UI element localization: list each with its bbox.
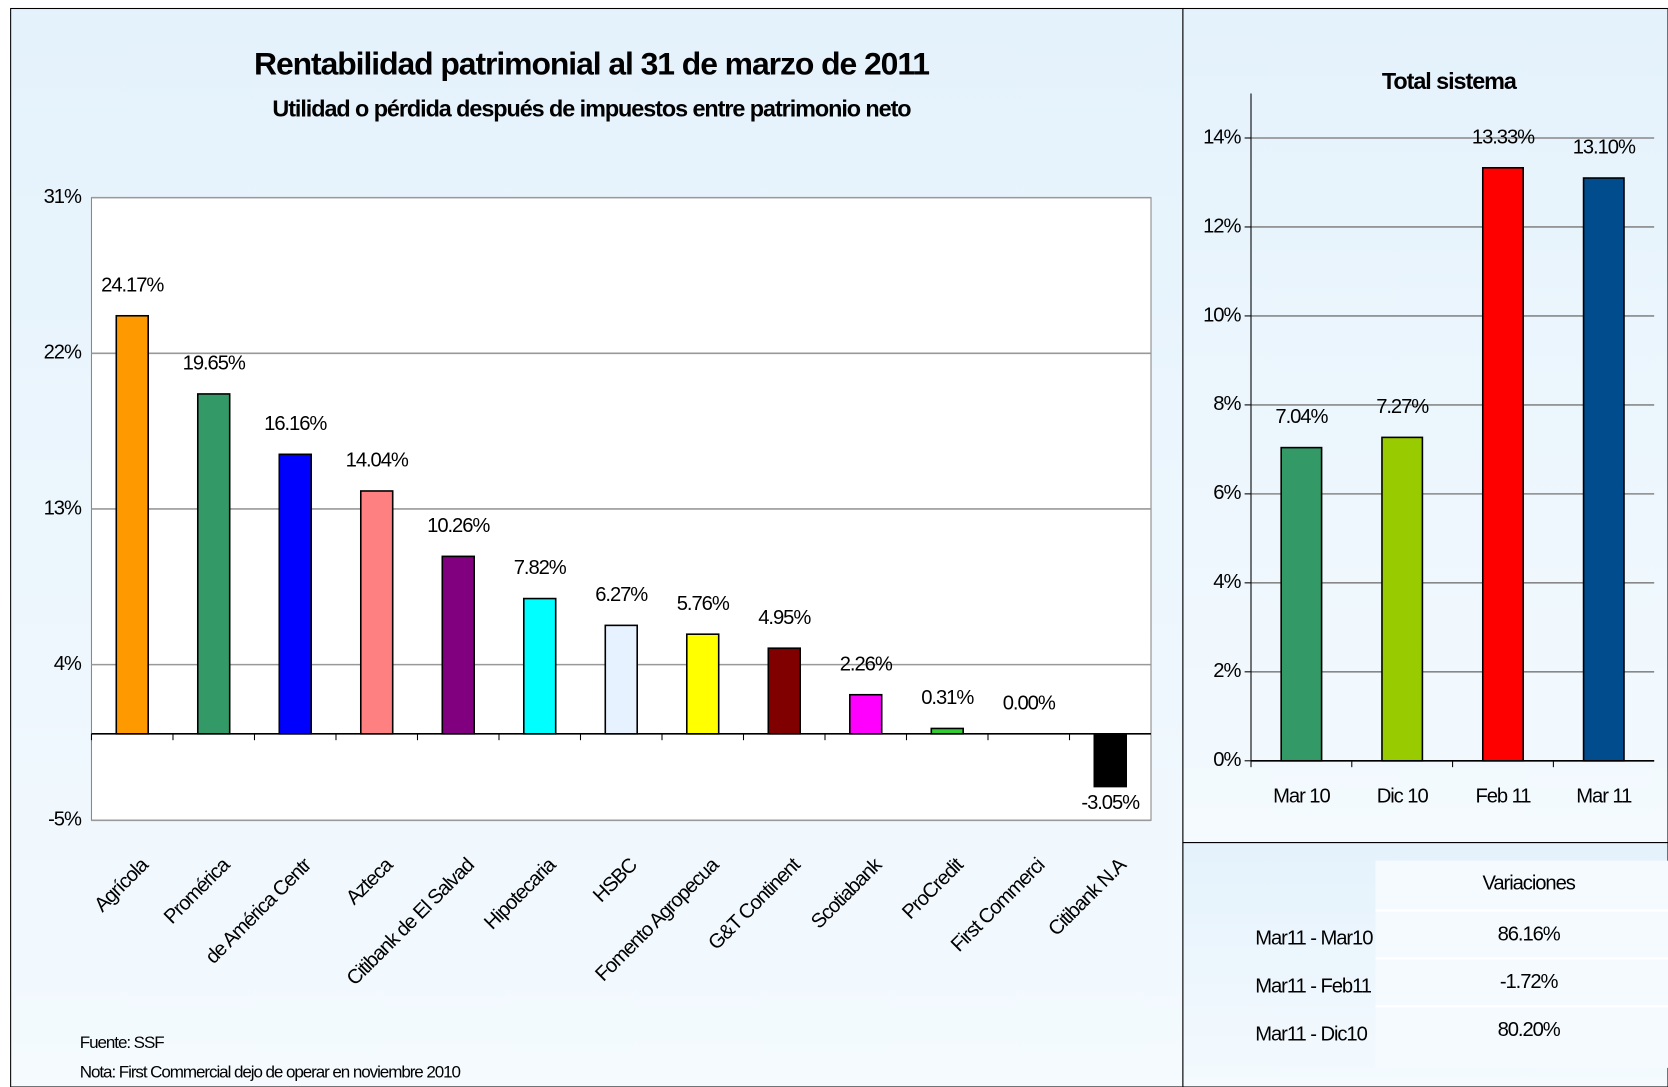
- bar: [278, 453, 312, 735]
- row-value: -1.72%: [1500, 971, 1559, 993]
- note: Nota: First Commercial dejo de operar en…: [80, 1063, 461, 1082]
- bar: [1381, 436, 1424, 762]
- value-label: 0.00%: [1003, 692, 1056, 714]
- note: Fuente: SSF: [80, 1033, 164, 1052]
- y-tick-label: 10%: [1203, 304, 1241, 326]
- y-tick-label: 8%: [1213, 393, 1241, 415]
- y-tick-label: 13%: [44, 497, 82, 519]
- y-tick-label: 2%: [1213, 660, 1241, 682]
- bar: [196, 393, 231, 735]
- x-tick-label: Mar 11: [1576, 785, 1632, 807]
- y-tick-label: 0%: [1213, 749, 1241, 771]
- bar: [359, 490, 394, 735]
- value-label: 7.27%: [1376, 396, 1429, 418]
- chart-title: Total sistema: [1382, 68, 1518, 94]
- y-tick-label: 6%: [1213, 482, 1241, 504]
- value-label: 24.17%: [101, 274, 164, 296]
- bar: [604, 624, 638, 735]
- table-header: Variaciones: [1482, 872, 1575, 894]
- value-label: 4.95%: [758, 607, 811, 629]
- row-label: Mar11 - Mar10: [1255, 928, 1373, 950]
- x-tick-label: Feb 11: [1475, 785, 1531, 807]
- x-tick-label: Dic 10: [1377, 785, 1429, 807]
- value-label: -3.05%: [1081, 792, 1140, 814]
- bar: [1093, 733, 1128, 788]
- chart-title: Rentabilidad patrimonial al 31 de marzo …: [254, 45, 929, 81]
- bar: [848, 693, 883, 735]
- bar: [522, 597, 557, 735]
- bar: [930, 727, 965, 735]
- bar: [685, 633, 720, 735]
- value-label: 19.65%: [183, 353, 246, 375]
- value-label: 2.26%: [840, 653, 893, 675]
- y-tick-label: 12%: [1203, 215, 1241, 237]
- value-label: 14.04%: [346, 450, 409, 472]
- row-label: Mar11 - Dic10: [1255, 1023, 1367, 1045]
- row-label: Mar11 - Feb11: [1255, 975, 1371, 997]
- value-label: 10.26%: [427, 515, 490, 537]
- value-label: 13.33%: [1472, 126, 1535, 148]
- value-label: 7.04%: [1275, 406, 1328, 428]
- row-value: 86.16%: [1498, 923, 1561, 945]
- y-tick-label: 4%: [54, 653, 82, 675]
- table-body: [1375, 860, 1668, 1068]
- value-label: 0.31%: [921, 687, 974, 709]
- y-tick-label: 4%: [1213, 571, 1241, 593]
- bar: [1280, 446, 1323, 762]
- value-label: 16.16%: [264, 413, 327, 435]
- x-tick-label: Mar 10: [1273, 785, 1330, 807]
- row-value: 80.20%: [1498, 1019, 1561, 1041]
- bar: [115, 314, 149, 735]
- y-tick-label: 22%: [44, 342, 82, 364]
- value-label: 5.76%: [677, 593, 730, 615]
- y-tick-label: -5%: [48, 809, 82, 831]
- value-label: 13.10%: [1573, 137, 1636, 159]
- value-label: 7.82%: [514, 557, 567, 579]
- bar: [1582, 177, 1625, 762]
- y-tick-label: 14%: [1203, 126, 1241, 148]
- bar: [767, 647, 802, 735]
- value-label: 6.27%: [595, 584, 648, 606]
- chart-subtitle: Utilidad o pérdida después de impuestos …: [272, 96, 911, 122]
- bar: [441, 555, 475, 735]
- y-tick-label: 31%: [44, 186, 82, 208]
- bar: [1481, 166, 1524, 762]
